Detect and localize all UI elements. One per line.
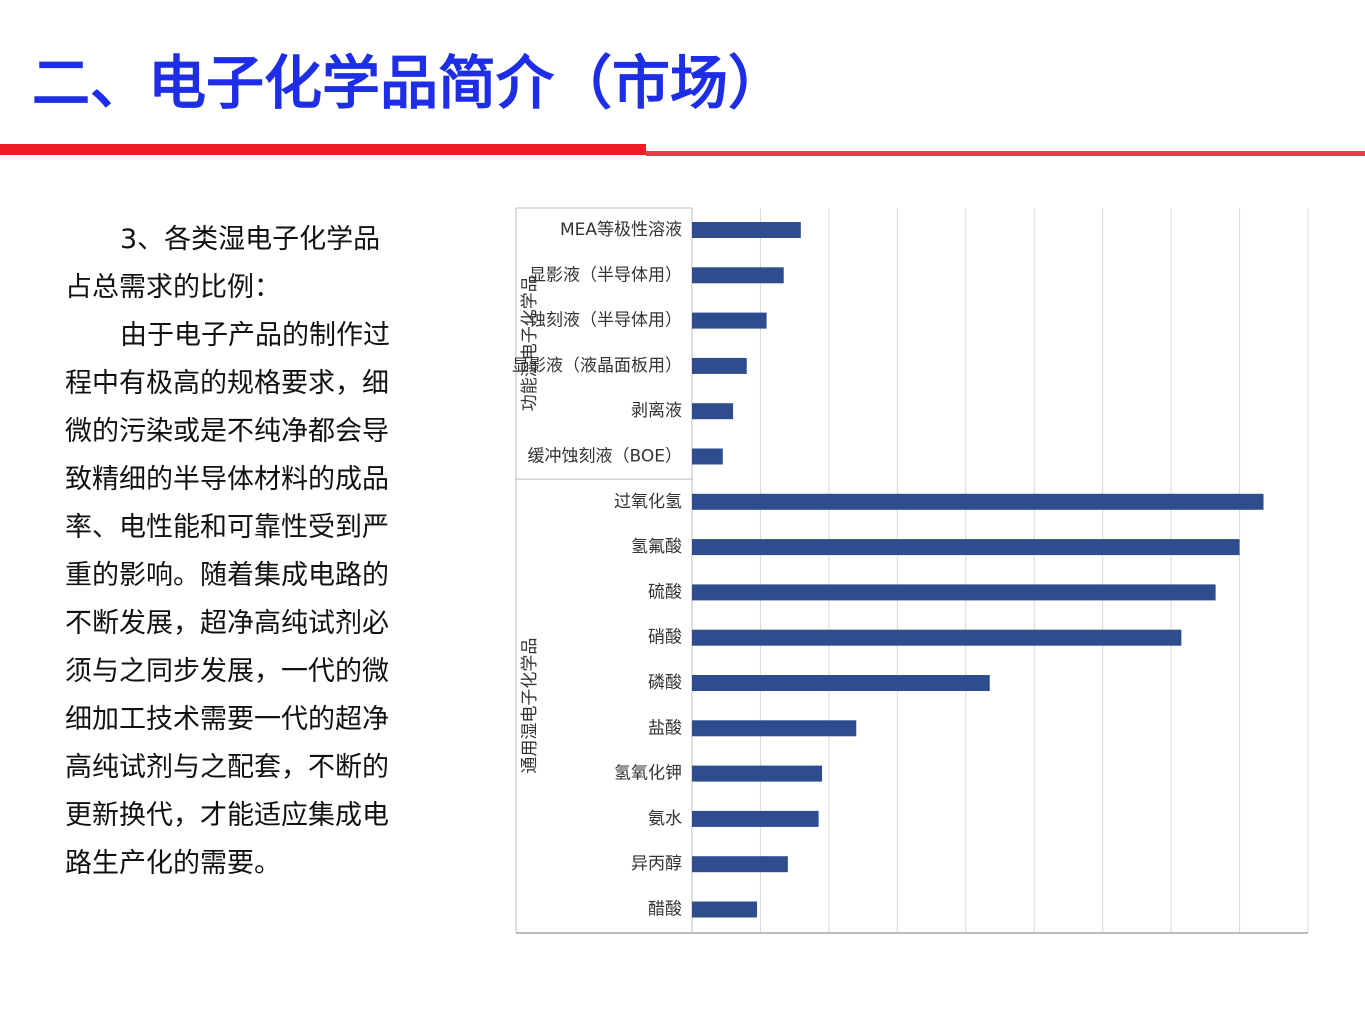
category-label: 蚀刻液（半导体用）	[529, 311, 682, 331]
text-line: 程中有极高的规格要求，细	[65, 368, 389, 399]
category-label: 盐酸	[648, 718, 682, 738]
red-rule-thin	[646, 151, 1365, 156]
text-line: 更新换代，才能适应集成电	[65, 800, 389, 831]
category-label: 醋酸	[648, 900, 682, 920]
text-line: 须与之同步发展，一代的微	[65, 656, 389, 687]
text-line: 3、各类湿电子化学品	[120, 224, 381, 255]
category-label: 硝酸	[648, 628, 682, 648]
bar	[692, 539, 1240, 556]
bar	[692, 856, 788, 873]
text-line: 由于电子产品的制作过	[120, 320, 390, 351]
bar	[692, 312, 767, 329]
category-label: 异丙醇	[631, 854, 682, 874]
group-label: 功能湿电子化学品	[520, 275, 540, 411]
body-text: 3、各类湿电子化学品占总需求的比例： 由于电子产品的制作过程中有极高的规格要求，细…	[65, 216, 415, 888]
category-label: 磷酸	[648, 673, 682, 693]
category-label: 剥离液	[631, 401, 682, 421]
bar	[692, 267, 784, 284]
category-label: 氨水	[648, 809, 682, 829]
category-label: 显影液（液晶面板用）	[512, 356, 682, 376]
red-rule	[0, 144, 646, 155]
bar	[692, 810, 819, 827]
category-label: 过氧化氢	[614, 492, 682, 512]
text-line: 重的影响。随着集成电路的	[65, 560, 389, 591]
category-label: 氢氧化钾	[614, 764, 682, 784]
text-line: 不断发展，超净高纯试剂必	[65, 608, 389, 639]
bar	[692, 765, 823, 782]
text-line: 率、电性能和可靠性受到严	[65, 512, 389, 543]
bar	[692, 901, 758, 918]
bar	[692, 720, 857, 737]
category-label: 氢氟酸	[631, 537, 682, 557]
bar	[692, 629, 1182, 646]
bar	[692, 403, 734, 420]
text-line: 占总需求的比例：	[65, 272, 281, 303]
text-line: 高纯试剂与之配套，不断的	[65, 752, 389, 783]
text-line: 细加工技术需要一代的超净	[65, 704, 389, 735]
group-label: 通用湿电子化学品	[520, 638, 540, 774]
text-line: 微的污染或是不纯净都会导	[65, 416, 389, 447]
bar	[692, 448, 723, 465]
bar	[692, 357, 747, 374]
category-label: 显影液（半导体用）	[529, 265, 682, 285]
text-line: 致精细的半导体材料的成品	[65, 464, 389, 495]
bar	[692, 584, 1216, 601]
slide-title: 二、电子化学品简介（市场）	[32, 49, 787, 117]
category-label: MEA等极性溶液	[560, 220, 682, 240]
category-label: 缓冲蚀刻液（BOE）	[528, 447, 683, 467]
text-line: 路生产化的需要。	[65, 848, 281, 879]
category-label: 硫酸	[648, 582, 682, 602]
bar	[692, 222, 801, 238]
bar	[692, 675, 990, 691]
bar	[692, 493, 1264, 510]
